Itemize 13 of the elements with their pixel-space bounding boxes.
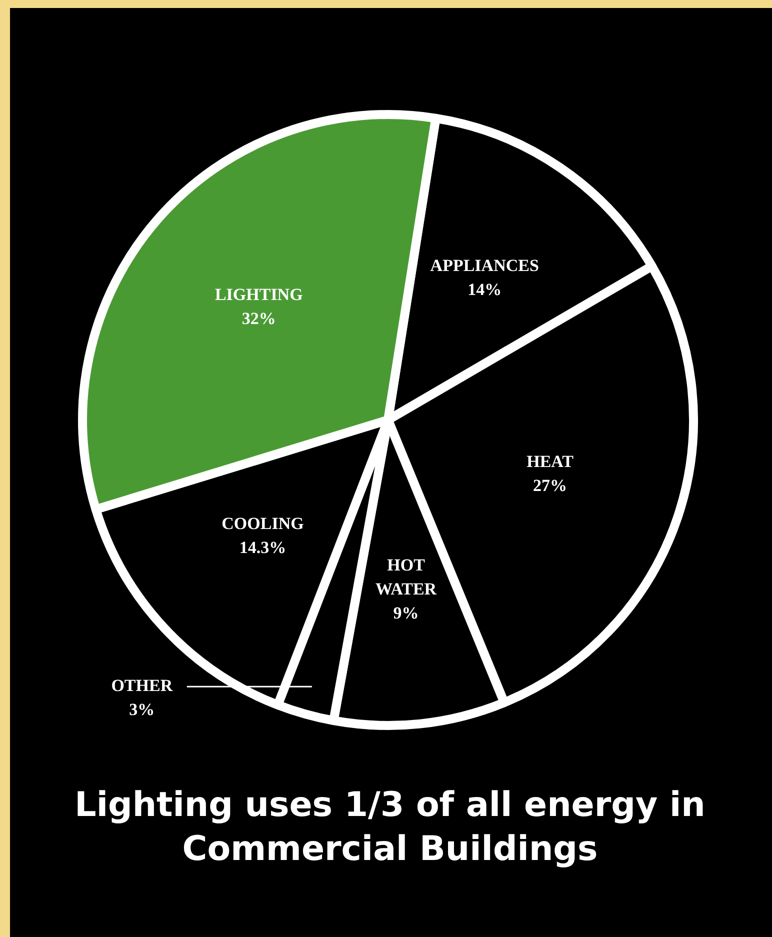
slice-label: LIGHTING — [214, 285, 303, 304]
slice-label: COOLING — [222, 514, 304, 533]
slice-label: OTHER — [111, 676, 174, 695]
text: Lighting uses 1/3 of all energy in Commercial Buildings — [74, 784, 706, 871]
slice-label: HOT WATER — [375, 556, 438, 599]
data-label: 3% — [129, 700, 155, 719]
slice-label: APPLIANCES — [430, 256, 539, 276]
slice-label: HEAT — [526, 452, 574, 472]
data-label: 9% — [393, 604, 419, 623]
data-label: 32% — [242, 309, 276, 328]
data-label: 14.3% — [239, 538, 286, 557]
data-label: 14% — [468, 280, 502, 300]
data-label: 27% — [533, 476, 568, 496]
